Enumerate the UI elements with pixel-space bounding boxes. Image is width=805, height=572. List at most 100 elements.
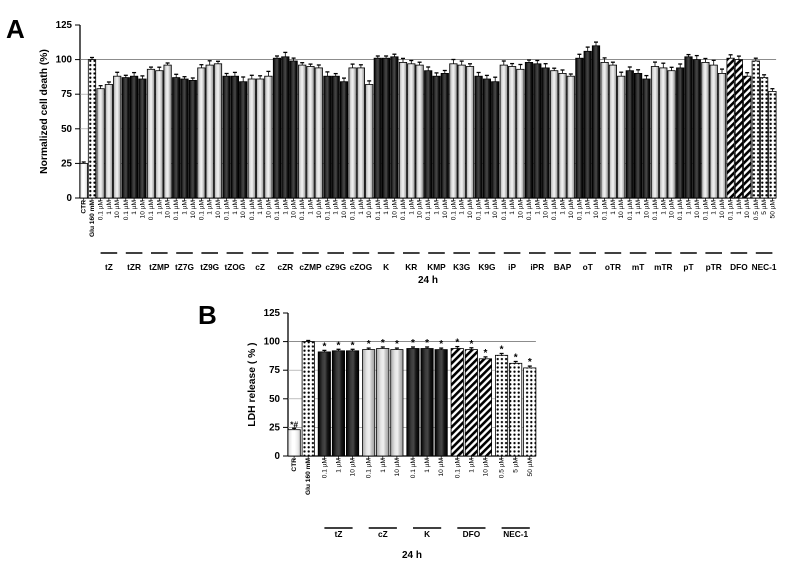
svg-text:10 µM: 10 µM <box>291 200 298 218</box>
svg-text:0.1 µM: 0.1 µM <box>627 200 634 220</box>
svg-text:*: * <box>425 338 429 349</box>
svg-text:tZOG: tZOG <box>225 262 246 272</box>
svg-text:1 µM: 1 µM <box>282 200 289 215</box>
svg-text:1 µM: 1 µM <box>509 200 516 215</box>
svg-text:0.1 µM: 0.1 µM <box>321 458 328 478</box>
svg-text:1 µM: 1 µM <box>131 200 138 215</box>
svg-text:10 µM: 10 µM <box>543 200 550 218</box>
svg-text:10 µM: 10 µM <box>643 200 650 218</box>
svg-text:LDH release ( % ): LDH release ( % ) <box>247 342 258 426</box>
svg-text:10 µM: 10 µM <box>114 200 121 218</box>
svg-text:NEC-1: NEC-1 <box>752 262 777 272</box>
svg-text:75: 75 <box>269 365 280 376</box>
svg-text:10 µM: 10 µM <box>391 200 398 218</box>
svg-text:0.1 µM: 0.1 µM <box>425 200 432 220</box>
svg-text:50: 50 <box>61 124 72 135</box>
svg-text:1 µM: 1 µM <box>182 200 189 215</box>
svg-text:mT: mT <box>632 262 644 272</box>
svg-text:0.1 µM: 0.1 µM <box>551 200 558 220</box>
svg-text:0.1 µM: 0.1 µM <box>249 200 256 220</box>
svg-text:cZ: cZ <box>378 529 388 539</box>
svg-text:K: K <box>383 262 389 272</box>
svg-text:0.1 µM: 0.1 µM <box>366 458 373 478</box>
svg-text:1 µM: 1 µM <box>232 200 239 215</box>
svg-text:10 µM: 10 µM <box>694 200 701 218</box>
svg-text:cZMP: cZMP <box>299 262 322 272</box>
svg-text:10 µM: 10 µM <box>240 200 247 218</box>
svg-text:0: 0 <box>67 193 73 204</box>
svg-text:cZ: cZ <box>255 262 265 272</box>
svg-text:0.1 µM: 0.1 µM <box>476 200 483 220</box>
svg-text:0.1 µM: 0.1 µM <box>677 200 684 220</box>
svg-text:KR: KR <box>405 262 417 272</box>
svg-text:100: 100 <box>56 55 73 66</box>
svg-text:iP: iP <box>508 262 516 272</box>
svg-text:10 µM: 10 µM <box>517 200 524 218</box>
svg-text:*: * <box>514 353 518 364</box>
svg-text:10 µM: 10 µM <box>190 200 197 218</box>
svg-text:25: 25 <box>61 158 72 169</box>
svg-text:1 µM: 1 µM <box>736 200 743 215</box>
svg-text:25: 25 <box>269 422 280 433</box>
svg-text:0.1 µM: 0.1 µM <box>602 200 609 220</box>
svg-text:0.1 µM: 0.1 µM <box>123 200 130 220</box>
svg-text:*: * <box>411 338 415 349</box>
svg-text:*#: *# <box>290 419 298 429</box>
svg-text:1 µM: 1 µM <box>484 200 491 215</box>
svg-text:B: B <box>198 300 217 330</box>
svg-text:*: * <box>500 345 504 356</box>
svg-text:cZOG: cZOG <box>350 262 373 272</box>
svg-text:1 µM: 1 µM <box>106 200 113 215</box>
svg-text:0.1 µM: 0.1 µM <box>224 200 231 220</box>
svg-text:0.1 µM: 0.1 µM <box>299 200 306 220</box>
svg-text:0.1 µM: 0.1 µM <box>324 200 331 220</box>
svg-text:5 µM: 5 µM <box>513 458 520 473</box>
svg-text:1 µM: 1 µM <box>660 200 667 215</box>
svg-text:10 µM: 10 µM <box>568 200 575 218</box>
svg-text:1 µM: 1 µM <box>459 200 466 215</box>
svg-text:CTR: CTR <box>291 458 298 472</box>
svg-text:*: * <box>484 348 488 359</box>
svg-text:1 µM: 1 µM <box>336 458 343 473</box>
svg-text:BAP: BAP <box>554 262 572 272</box>
svg-text:K9G: K9G <box>478 262 495 272</box>
svg-text:DFO: DFO <box>730 262 748 272</box>
svg-text:10 µM: 10 µM <box>719 200 726 218</box>
svg-text:10 µM: 10 µM <box>618 200 625 218</box>
svg-text:cZ9G: cZ9G <box>325 262 346 272</box>
svg-text:K: K <box>424 529 430 539</box>
svg-text:1 µM: 1 µM <box>257 200 264 215</box>
svg-text:KMP: KMP <box>427 262 446 272</box>
svg-text:1 µM: 1 µM <box>534 200 541 215</box>
svg-text:Normalized cell death (%): Normalized cell death (%) <box>39 49 50 174</box>
svg-text:0.1 µM: 0.1 µM <box>375 200 382 220</box>
svg-text:0.1 µM: 0.1 µM <box>702 200 709 220</box>
svg-text:0.1 µM: 0.1 µM <box>274 200 281 220</box>
svg-text:tZR: tZR <box>127 262 141 272</box>
svg-text:10 µM: 10 µM <box>669 200 676 218</box>
svg-text:125: 125 <box>264 308 281 319</box>
svg-text:24 h: 24 h <box>402 550 422 561</box>
svg-text:0.1 µM: 0.1 µM <box>501 200 508 220</box>
svg-text:10 µM: 10 µM <box>417 200 424 218</box>
svg-text:A: A <box>6 14 25 44</box>
svg-text:10 µM: 10 µM <box>265 200 272 218</box>
svg-text:NEC-1: NEC-1 <box>503 529 528 539</box>
svg-text:10 µM: 10 µM <box>165 200 172 218</box>
svg-text:1 µM: 1 µM <box>585 200 592 215</box>
svg-text:1 µM: 1 µM <box>308 200 315 215</box>
svg-text:50 µM: 50 µM <box>769 200 776 218</box>
svg-text:*: * <box>469 339 473 350</box>
svg-text:10 µM: 10 µM <box>467 200 474 218</box>
svg-text:10 µM: 10 µM <box>593 200 600 218</box>
svg-text:oTR: oTR <box>605 262 621 272</box>
svg-text:DFO: DFO <box>463 529 481 539</box>
svg-text:50 µM: 50 µM <box>527 458 534 476</box>
svg-text:*: * <box>455 338 459 349</box>
svg-text:0.1 µM: 0.1 µM <box>450 200 457 220</box>
svg-text:*: * <box>395 339 399 350</box>
svg-text:0.5 µM: 0.5 µM <box>753 200 760 220</box>
svg-text:0.5 µM: 0.5 µM <box>499 458 506 478</box>
svg-text:0.1 µM: 0.1 µM <box>148 200 155 220</box>
svg-text:oT: oT <box>583 262 593 272</box>
